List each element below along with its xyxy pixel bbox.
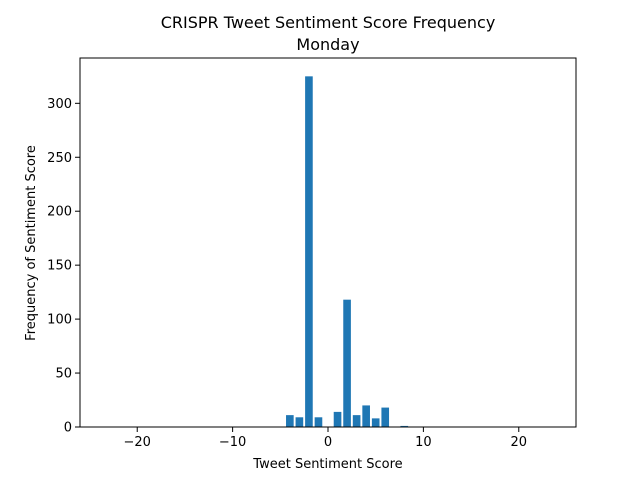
bar-score-5: [371, 418, 380, 427]
bar-score--2: [305, 76, 313, 427]
x-tick-label: −10: [219, 435, 246, 450]
y-tick-label: 0: [64, 421, 72, 436]
y-axis-ticks: 0 50 100 150 200 250 300: [47, 97, 80, 436]
y-tick-label: 150: [47, 259, 72, 274]
bar-score-2: [343, 299, 351, 427]
x-tick-label: 10: [415, 435, 432, 450]
bar-score--3: [295, 417, 304, 427]
y-tick-label: 50: [55, 367, 72, 382]
bar-score-4: [362, 405, 370, 427]
bar-score-3: [352, 415, 361, 427]
bar-score--4: [286, 415, 294, 427]
chart-subtitle: Monday: [296, 35, 359, 54]
bar-score-6: [381, 407, 390, 427]
y-tick-label: 100: [47, 313, 72, 328]
bar-score-8: [400, 425, 409, 427]
y-axis-label: Frequency of Sentiment Score: [24, 145, 39, 341]
y-tick-label: 300: [47, 97, 72, 112]
bars: [286, 76, 409, 427]
y-tick-label: 250: [47, 151, 72, 166]
plot-frame: [79, 57, 577, 428]
chart-title: CRISPR Tweet Sentiment Score Frequency: [161, 13, 496, 32]
x-axis-label: Tweet Sentiment Score: [252, 457, 402, 472]
bar-score-1: [333, 411, 342, 427]
bar-score--1: [314, 417, 323, 427]
x-tick-label: −20: [124, 435, 151, 450]
x-tick-label: 20: [510, 435, 527, 450]
x-tick-label: 0: [324, 435, 332, 450]
y-tick-label: 200: [47, 205, 72, 220]
x-axis-ticks: −20 −10 0 10 20: [124, 427, 527, 450]
